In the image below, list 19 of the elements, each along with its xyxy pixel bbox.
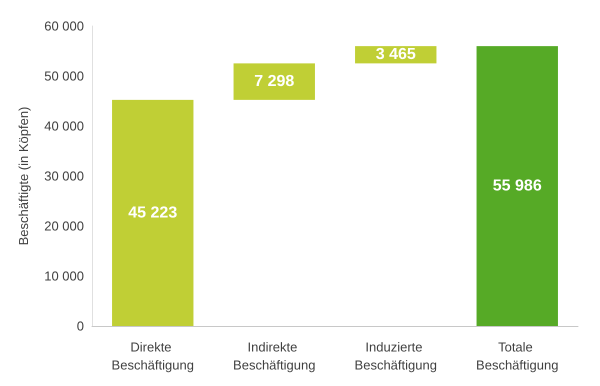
bar: [234, 63, 315, 100]
y-tick-label: 40 000: [44, 118, 84, 134]
x-tick-label: Direkte Beschäftigung: [112, 340, 194, 372]
y-tick-label: 20 000: [44, 218, 84, 234]
y-tick-label: 0: [76, 318, 84, 334]
data-label: 7 298: [254, 73, 294, 90]
y-tick-label: 60 000: [44, 18, 84, 34]
bar: [476, 46, 558, 326]
data-label: 3 465: [376, 46, 416, 64]
y-axis-title: Beschäftigte (in Köpfen): [16, 106, 31, 246]
y-tick-label: 50 000: [44, 68, 84, 84]
bar: [112, 100, 194, 326]
y-tick-label: 10 000: [44, 268, 84, 284]
x-tick-label: Indirekte Beschäftigung: [233, 340, 316, 372]
x-tick-label: Induzierte Beschäftigung: [354, 340, 437, 372]
data-label: 45 223: [128, 204, 178, 222]
y-tick-label: 30 000: [44, 168, 84, 184]
data-label: 55 986: [492, 178, 542, 195]
x-tick-label: Totale Beschäftigung: [476, 340, 558, 372]
